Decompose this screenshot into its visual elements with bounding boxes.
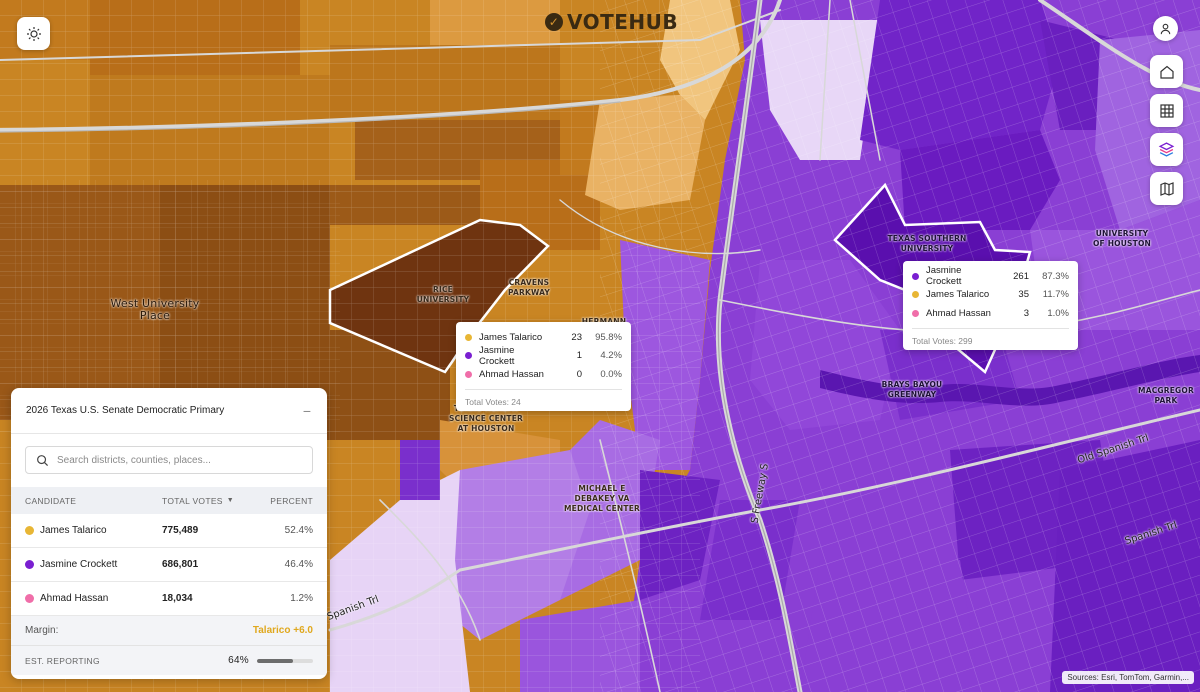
candidate-color-dot (912, 291, 919, 299)
candidate-percent: 46.4% (284, 559, 313, 570)
grid-icon (1159, 103, 1174, 118)
map-icon (1159, 181, 1174, 196)
candidate-percent: 95.8% (595, 331, 622, 343)
margin-label: Margin: (25, 625, 59, 636)
home-icon (1159, 65, 1174, 79)
margin-value: Talarico +6.0 (252, 625, 313, 636)
home-button[interactable] (1150, 55, 1183, 88)
race-title: 2026 Texas U.S. Senate Democratic Primar… (26, 405, 225, 416)
map-attribution[interactable]: Sources: Esri, TomTom, Garmin,... (1062, 671, 1194, 684)
candidate-name: Jasmine Crockett (479, 344, 515, 367)
candidate-percent: 0.0% (600, 368, 622, 380)
candidate-color-dot (465, 352, 472, 360)
tooltip-row: Jasmine Crockett 1 4.2% (465, 344, 622, 367)
label-university-of-houston: UNIVERSITY OF HOUSTON (1092, 229, 1152, 248)
tooltip-row: Jasmine Crockett 261 87.3% (912, 265, 1069, 288)
candidate-votes: 35 (1018, 289, 1029, 301)
check-circle-icon: ✓ (545, 13, 563, 31)
header-total-votes-label: TOTAL VOTES (162, 495, 223, 506)
candidate-color-dot (25, 594, 34, 603)
reporting-progress-fill (257, 658, 293, 663)
user-icon (1160, 23, 1171, 35)
tooltip-row: James Talarico 35 11.7% (912, 286, 1069, 305)
candidate-votes: 1 (576, 350, 582, 362)
candidate-percent: 1.0% (1047, 307, 1069, 319)
candidate-color-dot (25, 526, 34, 535)
label-debakey-medical-center: MICHAEL E DEBAKEY VA MEDICAL CENTER (563, 484, 641, 513)
table-row[interactable]: James Talarico 775,489 52.4% (11, 514, 327, 548)
candidate-name: James Talarico (926, 289, 990, 301)
panel-header: 2026 Texas U.S. Senate Democratic Primar… (11, 388, 327, 434)
candidate-name: James Talarico (479, 331, 543, 343)
label-macgregor-park: MACGREGOR PARK (1138, 386, 1194, 405)
sun-icon (26, 26, 41, 41)
reporting-value: 64% (228, 655, 249, 666)
tooltip-row: Ahmad Hassan 3 1.0% (912, 304, 1069, 323)
candidate-percent: 52.4% (284, 525, 313, 536)
results-panel: 2026 Texas U.S. Senate Democratic Primar… (11, 388, 327, 679)
candidate-votes: 18,034 (162, 593, 193, 604)
precinct-tooltip-rice: James Talarico 23 95.8% Jasmine Crockett… (456, 322, 631, 411)
candidate-percent: 1.2% (290, 593, 313, 604)
label-hermann: HERMANN (578, 317, 630, 327)
tooltip-total-votes: Total Votes: 24 (465, 388, 622, 407)
grid-button[interactable] (1150, 94, 1183, 127)
candidate-color-dot (912, 309, 919, 317)
header-percent[interactable]: PERCENT (270, 495, 313, 506)
collapse-button[interactable]: − (302, 402, 311, 419)
candidate-percent: 87.3% (1042, 270, 1069, 282)
candidate-votes: 0 (576, 368, 582, 380)
label-texas-southern-university: TEXAS SOUTHERN UNIVERSITY (887, 234, 967, 253)
margin-row: Margin: Talarico +6.0 (11, 616, 327, 646)
tooltip-row: James Talarico 23 95.8% (465, 328, 622, 347)
candidate-name: Jasmine Crockett (40, 559, 118, 570)
tooltip-row: Ahmad Hassan 0 0.0% (465, 365, 622, 384)
label-cravens-parkway: CRAVENS PARKWAY (507, 278, 551, 297)
candidate-votes: 3 (1023, 307, 1029, 319)
candidate-votes: 261 (1013, 270, 1029, 282)
reporting-label: EST. REPORTING (25, 655, 100, 666)
candidate-name: Ahmad Hassan (479, 368, 544, 380)
candidate-name: James Talarico (40, 525, 107, 536)
header-total-votes[interactable]: TOTAL VOTES ▼ (162, 496, 262, 506)
sort-descending-icon: ▼ (226, 497, 235, 504)
candidate-color-dot (465, 370, 472, 378)
reporting-row: EST. REPORTING 64% (11, 646, 327, 675)
search-box[interactable] (25, 446, 313, 474)
logo-text: VOTEHUB (567, 10, 679, 34)
theme-toggle-button[interactable] (17, 17, 50, 50)
table-row[interactable]: Jasmine Crockett 686,801 46.4% (11, 548, 327, 582)
results-table-header: CANDIDATE TOTAL VOTES ▼ PERCENT (11, 487, 327, 514)
account-button[interactable] (1153, 16, 1178, 41)
candidate-percent: 4.2% (600, 350, 622, 362)
layers-icon (1158, 142, 1175, 157)
votehub-logo: ✓ VOTEHUB (545, 10, 678, 34)
candidate-color-dot (25, 560, 34, 569)
basemap-button[interactable] (1150, 172, 1183, 205)
header-candidate[interactable]: CANDIDATE (25, 495, 77, 506)
layers-button[interactable] (1150, 133, 1183, 166)
table-row[interactable]: Ahmad Hassan 18,034 1.2% (11, 582, 327, 616)
candidate-name: Ahmad Hassan (926, 307, 991, 319)
candidate-percent: 11.7% (1042, 289, 1069, 301)
search-input[interactable] (57, 454, 302, 466)
candidate-votes: 23 (571, 331, 582, 343)
reporting-progress-bar (257, 658, 313, 663)
candidate-color-dot (465, 333, 472, 341)
candidate-name: Jasmine Crockett (926, 265, 962, 288)
label-brays-bayou-greenway: BRAYS BAYOU GREENWAY (881, 380, 943, 399)
search-icon (37, 454, 49, 466)
candidate-votes: 686,801 (162, 559, 199, 570)
precinct-tooltip-texas-southern: Jasmine Crockett 261 87.3% James Talaric… (903, 261, 1078, 350)
tooltip-total-votes: Total Votes: 299 (912, 327, 1069, 346)
candidate-votes: 775,489 (162, 525, 199, 536)
label-rice-university: RICE UNIVERSITY (416, 285, 470, 304)
candidate-name: Ahmad Hassan (40, 593, 109, 604)
label-west-university-place: West University Place (110, 297, 200, 322)
candidate-color-dot (912, 272, 919, 280)
